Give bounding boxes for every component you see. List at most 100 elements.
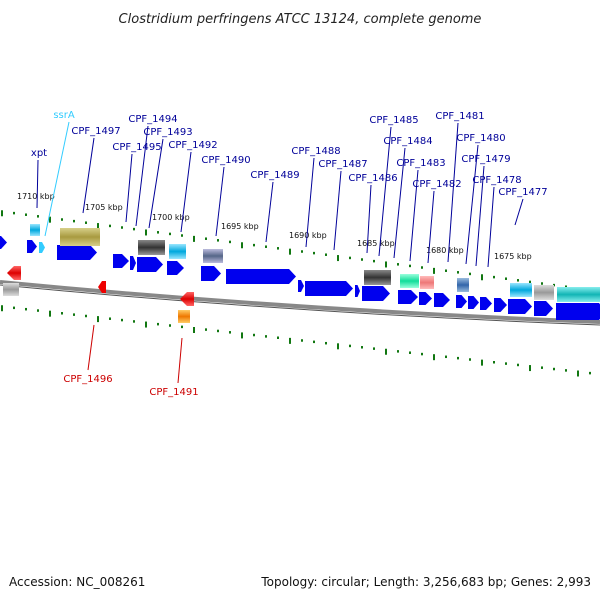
gene-callout-line <box>125 153 133 223</box>
gene-block <box>60 228 100 246</box>
gene-arrow <box>534 301 553 316</box>
gene-label: CPF_1486 <box>348 173 397 184</box>
gene-arrow <box>27 240 37 253</box>
kbp-label: 1710 kbp <box>17 192 55 201</box>
gene-arrow <box>39 242 45 253</box>
gene-callout-line <box>87 324 95 371</box>
gene-arrow <box>556 303 600 320</box>
gene-arrow <box>508 299 532 314</box>
gene-label: CPF_1477 <box>498 187 547 198</box>
gene-callout-line <box>465 144 479 265</box>
gene-label: CPF_1491 <box>149 387 198 398</box>
gene-arrow <box>434 293 450 307</box>
gene-callout-line <box>427 190 435 264</box>
gene-callout-line <box>135 125 149 227</box>
gene-arrow-reverse <box>7 266 21 280</box>
gene-label: CPF_1479 <box>461 154 510 165</box>
gene-callout-line <box>393 147 406 259</box>
gene-block <box>557 287 600 302</box>
gene-block <box>457 278 469 292</box>
gene-callout-line <box>333 170 342 251</box>
gene-callout-line <box>366 184 372 254</box>
gene-callout-line <box>514 198 524 226</box>
gene-callout-line <box>378 126 392 257</box>
gene-callouts: xpt ssrA CPF_1497 CPF_1494 CPF_1493 CPF_1495 C… <box>31 110 548 398</box>
gene-label: CPF_1494 <box>128 114 177 125</box>
gene-callout-line <box>487 186 495 268</box>
gene-arrow <box>298 280 304 292</box>
kbp-label: 1700 kbp <box>152 213 190 222</box>
gene-block <box>420 276 434 289</box>
kbp-label: 1685 kbp <box>357 239 395 248</box>
gene-label: CPF_1487 <box>318 159 367 170</box>
gene-callout-line <box>305 157 315 248</box>
genome-backbone <box>0 280 600 324</box>
gene-label: CPF_1484 <box>383 136 432 147</box>
gene-features <box>0 224 600 323</box>
gene-callout-line <box>409 169 419 262</box>
gene-label: xpt <box>31 148 47 159</box>
tick-marks-inner <box>1 305 591 377</box>
gene-arrow-reverse <box>98 281 106 293</box>
gene-callout-line <box>265 181 274 243</box>
gene-block <box>364 270 391 285</box>
gene-arrow <box>468 296 479 309</box>
gene-label: CPF_1485 <box>369 115 418 126</box>
gene-callout-line <box>177 337 183 384</box>
genome-backbone-shadow <box>0 284 600 326</box>
gene-block <box>178 310 190 323</box>
gene-callout-line <box>148 138 164 229</box>
gene-block <box>203 249 223 263</box>
kbp-label: 1675 kbp <box>494 252 532 261</box>
gene-label: CPF_1478 <box>472 175 521 186</box>
gene-block <box>30 224 40 236</box>
accession-text: Accession: NC_008261 <box>9 575 145 589</box>
gene-label: CPF_1495 <box>112 142 161 153</box>
gene-callout-line <box>447 122 459 263</box>
gene-arrow <box>226 269 296 284</box>
gene-arrow <box>398 290 418 304</box>
kbp-label: 1680 kbp <box>426 246 464 255</box>
gene-block <box>138 240 165 255</box>
gene-label: CPF_1496 <box>63 374 112 385</box>
map-title: Clostridium perfringens ATCC 13124, comp… <box>119 12 482 27</box>
gene-arrow-reverse <box>180 292 194 306</box>
gene-label: CPF_1488 <box>291 146 340 157</box>
gene-arrow <box>130 256 136 270</box>
kbp-label: 1705 kbp <box>85 203 123 212</box>
gene-callout-line <box>36 159 39 209</box>
gene-arrow <box>480 297 492 310</box>
gene-arrow <box>494 298 507 312</box>
gene-arrow <box>113 254 129 268</box>
gene-label: CPF_1490 <box>201 155 250 166</box>
gene-arrow <box>0 236 7 249</box>
gene-block <box>534 285 554 300</box>
gene-block <box>169 244 186 259</box>
gene-label: CPF_1493 <box>143 127 192 138</box>
gene-arrow <box>419 292 432 305</box>
gene-arrow <box>167 261 184 275</box>
gene-label: CPF_1497 <box>71 126 120 137</box>
gene-callout-line <box>44 121 70 237</box>
gene-arrow <box>137 257 163 272</box>
gene-arrow <box>355 285 360 297</box>
gene-block <box>400 274 419 288</box>
gene-label: CPF_1480 <box>456 133 505 144</box>
gene-arrow <box>362 286 390 301</box>
gene-callout-line <box>82 137 95 214</box>
kbp-label: 1690 kbp <box>289 231 327 240</box>
gene-label: CPF_1482 <box>412 179 461 190</box>
gene-callout-line <box>215 166 225 237</box>
gene-arrow <box>201 266 221 281</box>
gene-label: CPF_1492 <box>168 140 217 151</box>
gene-arrow <box>57 245 97 260</box>
gene-label: CPF_1489 <box>250 170 299 181</box>
gene-block <box>510 283 532 297</box>
gene-label: ssrA <box>53 110 75 121</box>
gene-callout-line <box>180 151 192 233</box>
gene-arrow <box>305 281 353 296</box>
gene-label: CPF_1483 <box>396 158 445 169</box>
kbp-label: 1695 kbp <box>221 222 259 231</box>
genome-info-text: Topology: circular; Length: 3,256,683 bp… <box>260 575 591 589</box>
